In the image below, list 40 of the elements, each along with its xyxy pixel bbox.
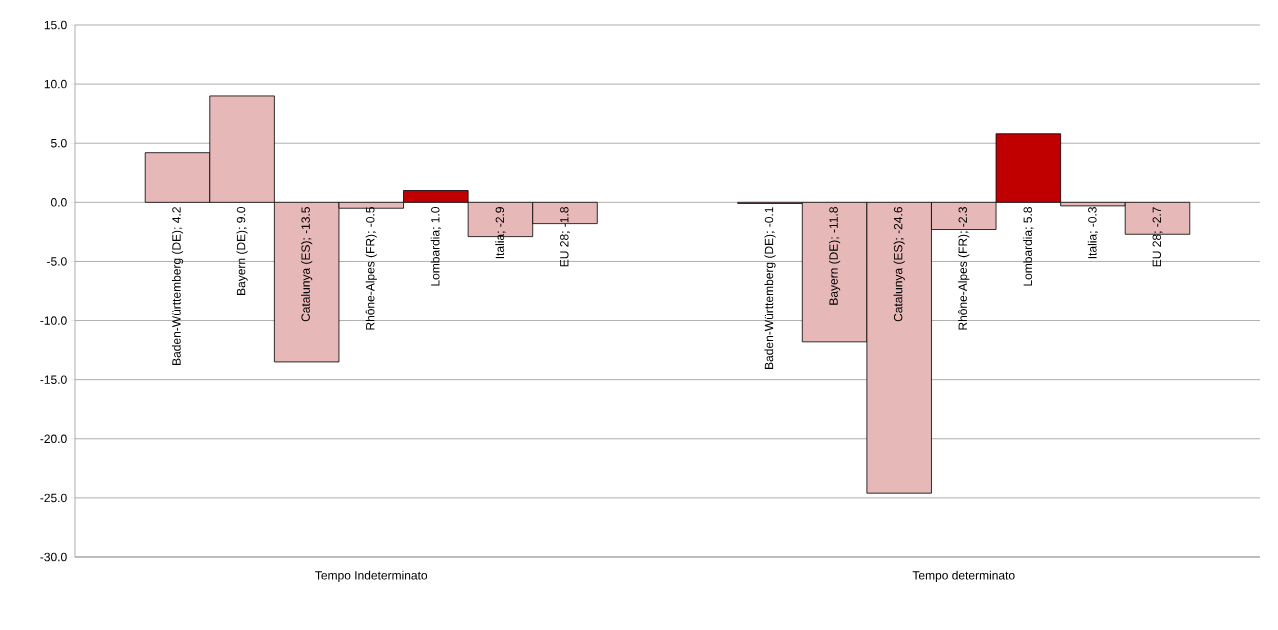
text: EU 28 xyxy=(560,234,569,267)
text: Rhône-Alpes (FR) xyxy=(958,234,970,330)
text: Lombardia xyxy=(1023,229,1033,286)
data-label: ; -1.8 xyxy=(560,207,570,233)
series-label: Catalunya (ES) xyxy=(301,241,313,322)
series-label: Bayern (DE) xyxy=(829,240,841,305)
y-tick-label: -25.0 xyxy=(40,493,67,503)
data-label: ; 5.8 xyxy=(1023,207,1034,229)
x-tick-label: Tempo determinato xyxy=(912,570,1015,582)
data-label: ; -2.7 xyxy=(1152,207,1163,233)
data-label: ; 1.0 xyxy=(431,207,441,229)
data-label: ; -2.3 xyxy=(958,207,969,233)
y-tick-label: 5.0 xyxy=(51,138,67,148)
text: Italia xyxy=(1087,233,1097,259)
y-tick-label: 0.0 xyxy=(50,198,67,207)
text: Catalunya (ES) xyxy=(893,241,905,322)
y-tick-label: -30.0 xyxy=(40,552,67,562)
data-label: ; 9.0 xyxy=(236,207,247,229)
data-label: ; -11.8 xyxy=(829,207,840,239)
y-tick-label: -5.0 xyxy=(47,257,67,266)
text: Bayern (DE) xyxy=(236,230,248,295)
y-tick-label: -10.0 xyxy=(40,316,67,325)
data-label: ; -24.6 xyxy=(893,207,904,240)
y-tick-label: -20.0 xyxy=(40,434,67,444)
y-tick-label: -15.0 xyxy=(40,375,67,384)
y-tick-label: 15.0 xyxy=(44,20,67,30)
y-tick-label: 10.0 xyxy=(44,79,67,89)
text: EU 28 xyxy=(1152,234,1162,267)
data-label: ; -2.9 xyxy=(495,207,506,233)
text: Lombardia xyxy=(430,229,440,286)
data-label: ; -0.1 xyxy=(764,207,775,233)
x-tick-label: Tempo Indeterminato xyxy=(315,570,428,582)
data-label: ; -0.5 xyxy=(366,207,376,233)
text: Italia xyxy=(495,233,505,259)
text: Rhône-Alpes (FR) xyxy=(365,234,377,330)
data-label: ; -13.5 xyxy=(301,207,312,240)
data-label: ; -0.3 xyxy=(1088,207,1099,233)
data-label: ; 4.2 xyxy=(172,207,183,229)
text: Baden-Württemberg (DE) xyxy=(171,230,184,365)
text: Baden-Württemberg (DE) xyxy=(764,234,776,369)
